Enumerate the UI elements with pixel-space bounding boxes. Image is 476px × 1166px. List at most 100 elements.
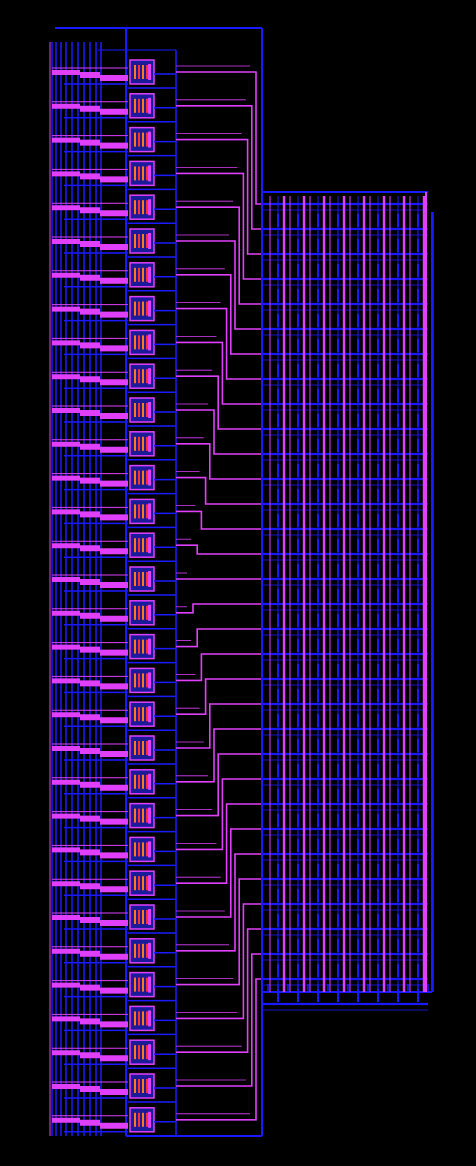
cell-via [277,739,279,752]
cell-finger [146,403,148,417]
cell-via [297,864,299,877]
route-wire [176,341,268,405]
cell-via [297,989,299,1002]
cell-via [397,464,399,477]
routing-trace [176,778,268,851]
driver-wedge [52,712,128,724]
cell-via [277,889,279,902]
cell-finger [138,741,140,755]
cell-via [317,339,319,352]
cell-via [417,939,419,952]
decoder-row [52,633,176,664]
cell-via [357,764,359,777]
route-wire [176,753,268,817]
cell-via [417,739,419,752]
decoder-row [52,431,176,461]
routing-trace [176,828,268,918]
cell-via [397,389,399,402]
cell-via [277,714,279,727]
driver-wedge [52,1050,128,1062]
cell-via [337,414,339,427]
cell-finger [134,1079,136,1093]
cell-contact [148,64,151,80]
cell-via [417,364,419,377]
cell-finger [138,707,140,722]
cell-via [357,614,359,627]
cell-finger [142,943,144,958]
decoder-row [52,1005,176,1036]
cell-contact [148,131,151,148]
cell-contact [148,1078,151,1094]
cell-via [337,589,339,602]
cell-via [337,739,339,752]
cell-finger [138,504,140,519]
decoder-row [52,1107,176,1137]
cell-contact [148,1111,151,1128]
cell-finger [146,436,148,451]
routing-trace [176,953,268,1087]
cell-via [377,989,379,1002]
cell-finger [138,65,140,79]
cell-via [377,789,379,802]
cell-finger [134,234,136,248]
cell-via [357,639,359,652]
cell-finger [138,1045,140,1060]
cell-via [297,789,299,802]
cell-contact [148,165,151,182]
cell-via [297,214,299,227]
cell-finger [134,876,136,891]
routing-trace [176,302,268,380]
cell-via [417,664,419,677]
driver-wedge [52,644,128,656]
cell-finger [134,943,136,958]
cell-finger [142,572,144,586]
cell-via [317,414,319,427]
cell-via [317,664,319,677]
route-wire [176,476,268,505]
cell-finger [146,166,148,181]
cell-via [317,939,319,952]
cell-via [357,314,359,327]
cell-via [297,814,299,827]
cell-via [357,864,359,877]
cell-finger [134,200,136,215]
cell-finger [146,572,148,586]
cell-contact [148,199,151,216]
cell-via [277,489,279,502]
cell-via [397,289,399,302]
cell-via [297,714,299,727]
driver-wedge [52,239,128,250]
cell-via [337,789,339,802]
cell-finger [134,538,136,553]
cell-finger [142,436,144,451]
cell-via [277,989,279,1002]
route-wire [176,409,268,455]
cell-via [397,739,399,752]
cell-via [417,914,419,927]
cell-via [357,589,359,602]
cell-via [277,439,279,452]
cell-via [317,814,319,827]
cell-contact [148,909,151,925]
cell-via [357,214,359,227]
cell-contact [148,976,151,993]
cell-via [417,539,419,552]
cell-via [277,364,279,377]
cell-via [317,314,319,327]
routing-trace [176,572,268,580]
routing-trace [176,133,268,255]
cell-via [397,264,399,277]
route-wire [176,853,268,952]
cell-contact [148,1044,151,1061]
cell-contact [148,97,151,114]
routing-trace [176,538,268,555]
cell-via [337,564,339,577]
cell-via [317,364,319,377]
cell-via [357,989,359,1002]
routing-trace [176,803,268,884]
cell-finger [138,774,140,789]
decoder-row [52,329,176,360]
cell-via [357,364,359,377]
cell-via [357,714,359,727]
